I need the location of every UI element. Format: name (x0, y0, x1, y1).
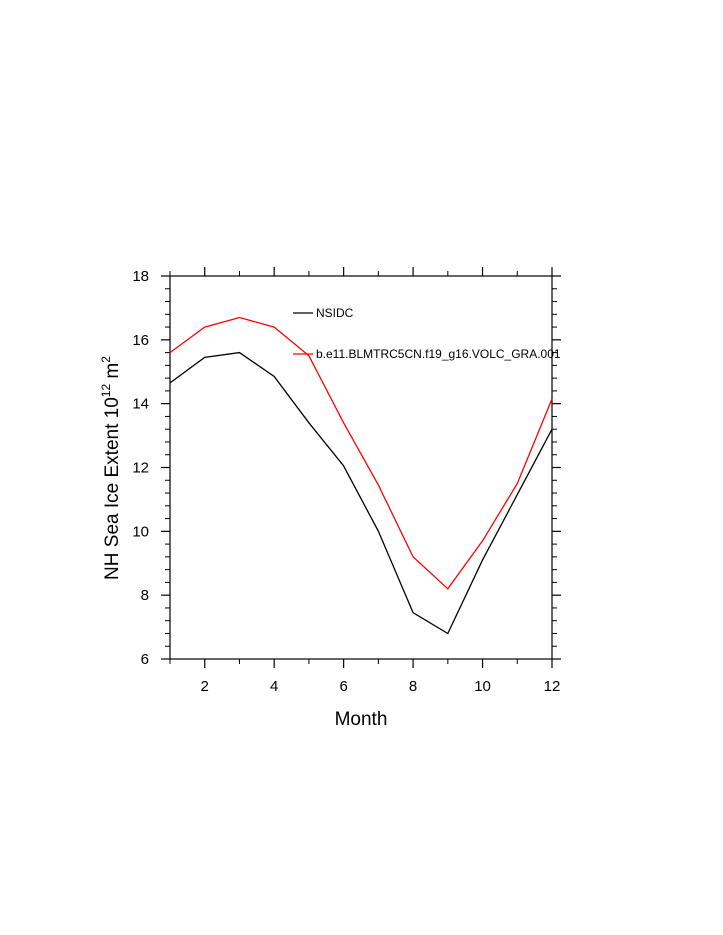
y-axis-label: NH Sea Ice Extent 1012 m2 (99, 356, 123, 580)
legend: NSIDC b.e11.BLMTRC5CN.f19_g16.VOLC_GRA.0… (293, 306, 561, 361)
y-tick-label: 14 (132, 396, 149, 413)
x-tick-labels: 2 4 6 8 10 12 (201, 678, 561, 695)
major-ticks (161, 267, 561, 668)
legend-label-model: b.e11.BLMTRC5CN.f19_g16.VOLC_GRA.001 (316, 347, 561, 361)
series-line-nsidc (169, 351, 553, 635)
legend-label-nsidc: NSIDC (316, 306, 354, 320)
x-tick-label: 10 (474, 678, 491, 695)
x-tick-label: 4 (270, 678, 278, 695)
y-tick-label: 6 (141, 651, 149, 668)
series-lines (169, 316, 553, 635)
x-tick-label: 12 (544, 678, 561, 695)
x-axis-label: Month (335, 709, 388, 730)
x-tick-label: 2 (201, 678, 209, 695)
plot-frame (169, 275, 553, 660)
y-tick-label: 18 (132, 268, 149, 285)
y-tick-label: 16 (132, 332, 149, 349)
x-tick-label: 8 (409, 678, 417, 695)
x-tick-label: 6 (339, 678, 347, 695)
minor-ticks (165, 271, 557, 664)
y-tick-label: 8 (141, 587, 149, 604)
y-tick-label: 12 (132, 460, 149, 477)
y-tick-labels: 6 8 10 12 14 16 18 (132, 268, 149, 668)
y-tick-label: 10 (132, 523, 149, 540)
series-line-model (169, 316, 553, 590)
